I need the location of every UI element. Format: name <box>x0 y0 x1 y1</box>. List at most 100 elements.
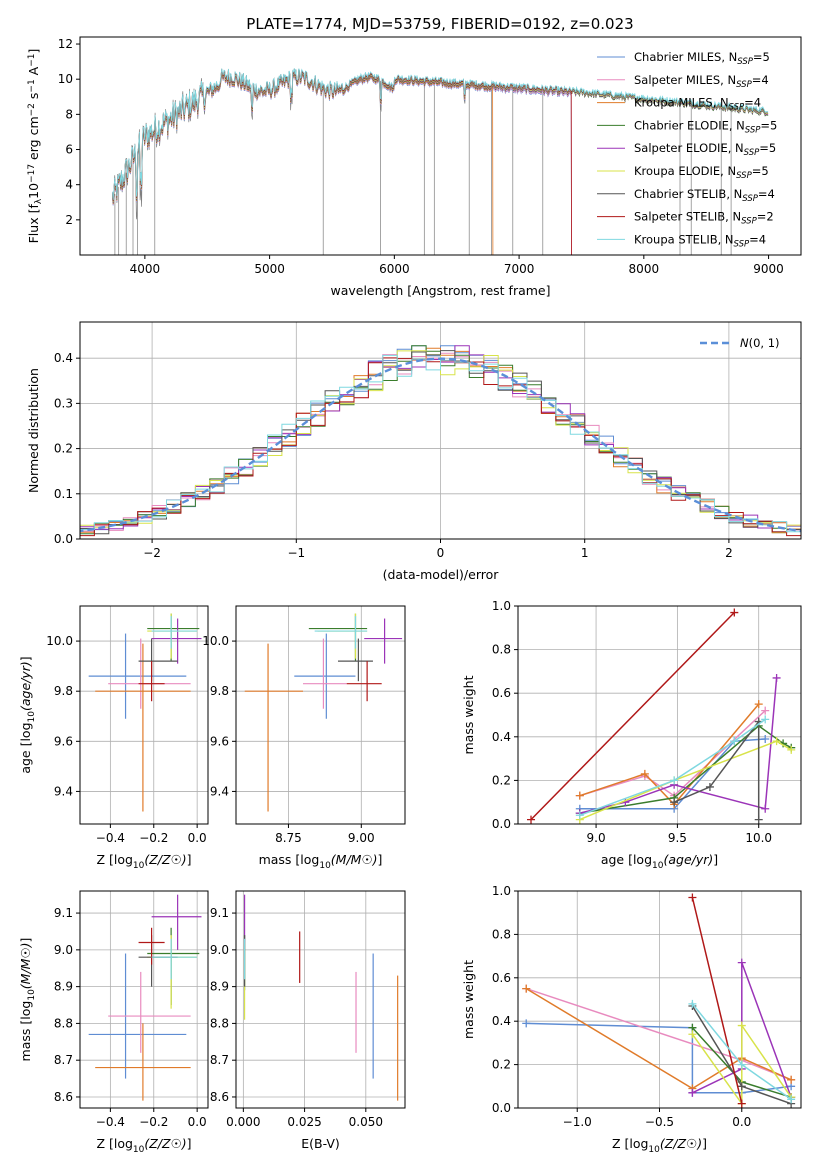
point-kroupa-stelib <box>314 616 368 649</box>
label-part: ] <box>18 938 33 943</box>
y-tick-label: 0.2 <box>492 773 511 787</box>
label-part: ] <box>187 1136 192 1151</box>
series-marker <box>575 791 584 800</box>
series-marker <box>730 737 739 746</box>
x-tick-label: −0.2 <box>139 1115 168 1129</box>
y-tick-label: 8 <box>65 107 73 121</box>
x-tick-label: −1 <box>287 546 305 560</box>
legend-text: Salpeter ELODIE, N <box>634 141 744 155</box>
series-marker <box>705 782 714 791</box>
series-marker <box>787 1075 796 1084</box>
y-tick-label: 0.4 <box>54 351 73 365</box>
series-line <box>579 703 760 806</box>
legend-label: Kroupa ELODIE, NSSP=5 <box>634 164 769 181</box>
series-marker <box>670 776 679 785</box>
y-tick-label: 8.8 <box>210 1016 229 1030</box>
legend-text: Kroupa MILES, N <box>634 96 729 110</box>
series-marker <box>761 734 770 743</box>
label-part: 10 <box>26 183 41 199</box>
label-part: mass [log <box>18 1001 33 1062</box>
y-tick-label: 10.0 <box>202 634 229 648</box>
model-spectrum-salpeter-miles <box>112 73 572 255</box>
point-chabrier-stelib <box>138 638 178 682</box>
label-sub: 10 <box>133 861 145 871</box>
legend-label: Chabrier STELIB, NSSP=4 <box>634 187 775 204</box>
x-tick-label: 0.050 <box>349 1115 383 1129</box>
y-tick-label: 0.0 <box>492 1101 511 1115</box>
label-sub: 10 <box>648 1145 660 1155</box>
label-part: (M/M☉) <box>331 852 378 867</box>
series-marker <box>761 804 770 813</box>
label-part: (Z/Z☉) <box>660 1136 702 1151</box>
label-part: Z [log <box>612 1136 648 1151</box>
legend-tail: =4 <box>752 73 769 87</box>
label-part: −17 <box>27 164 37 183</box>
label-part: erg cm <box>26 116 41 164</box>
series-chabrier-elodie <box>575 721 796 818</box>
label-part: (M/M☉) <box>18 942 33 989</box>
y-tick-label: 10.0 <box>46 634 73 648</box>
legend-text: Chabrier MILES, N <box>634 50 737 64</box>
series-line <box>579 718 766 817</box>
point-chabrier-miles <box>294 633 356 719</box>
y-tick-label: 12 <box>58 37 73 51</box>
y-tick-label: 0.8 <box>492 927 511 941</box>
y-tick-label: 9.1 <box>210 906 229 920</box>
x-tick-label: 0 <box>437 546 445 560</box>
plot-area <box>88 894 202 1101</box>
axis-label: age [log10(age/yr)] <box>601 852 718 871</box>
point-salpeter-miles <box>108 638 191 709</box>
series-marker <box>522 1019 531 1028</box>
x-tick-label: −0.4 <box>96 831 125 845</box>
series-marker <box>688 999 697 1008</box>
y-tick-label: 2 <box>65 213 73 227</box>
y-tick-label: 0.4 <box>492 730 511 744</box>
label-sub: 10 <box>133 1145 145 1155</box>
panel-mass-vs-e-b-v-: 0.000 0.025 0.050 8.6 8.7 8.8 8.9 9.0 9.1 E(B-V) <box>210 890 406 1151</box>
legend-sub: SSP <box>736 80 752 90</box>
series-line <box>530 611 735 821</box>
y-tick-label: 0.0 <box>492 817 511 831</box>
label-sub: 10 <box>319 861 331 871</box>
label-sub: 10 <box>27 711 37 723</box>
plot-area <box>80 345 801 538</box>
axis-label: mass weight <box>461 960 476 1039</box>
model-spectrum-kroupa-miles <box>112 72 494 255</box>
label-sub: 10 <box>27 989 37 1001</box>
y-tick-label: 9.4 <box>54 784 73 798</box>
axis-label: Z [log10(Z/Z☉)] <box>96 852 191 871</box>
x-tick-label: −0.2 <box>139 831 168 845</box>
x-tick-label: −1.0 <box>563 1115 592 1129</box>
y-tick-label: 9.8 <box>54 684 73 698</box>
series-line <box>673 719 760 820</box>
y-tick-label: 9.8 <box>210 684 229 698</box>
legend-label: Kroupa STELIB, NSSP=4 <box>634 232 766 249</box>
x-tick-label: 9.5 <box>668 831 687 845</box>
panel-spectrum: 4000 5000 6000 7000 8000 9000 2 4 6 8 10 12 Chabrier… <box>26 36 802 298</box>
y-tick-label: 8.7 <box>210 1053 229 1067</box>
series-marker <box>688 1088 697 1097</box>
point-kroupa-miles <box>95 643 191 812</box>
x-tick-label: 6000 <box>379 262 410 276</box>
y-tick-label: 1.0 <box>492 599 511 613</box>
x-tick-label: 2 <box>725 546 733 560</box>
legend-label: Salpeter ELODIE, NSSP=5 <box>634 141 776 158</box>
series-marker <box>754 815 763 824</box>
x-tick-label: −0.4 <box>96 1115 125 1129</box>
point-kroupa-elodie <box>147 613 198 659</box>
series-marker <box>787 1095 796 1104</box>
legend-sub: SSP <box>741 217 757 227</box>
legend-text: N <box>740 336 749 350</box>
series-chabrier-miles <box>575 734 770 813</box>
legend-tail: =5 <box>752 164 769 178</box>
legend-label: N(0, 1) <box>740 336 780 350</box>
axis-label: mass [log10(M/M☉)] <box>18 938 37 1062</box>
legend-sub: SSP <box>737 57 753 67</box>
label-part: age [log <box>601 852 652 867</box>
axis-label: wavelength [Angstrom, rest frame] <box>330 283 550 298</box>
series-line <box>692 962 792 1098</box>
series-kroupa-stelib <box>575 715 770 820</box>
point-chabrier-miles <box>88 633 187 719</box>
model-spectrum-chabrier-miles <box>112 73 572 255</box>
legend-sub: SSP <box>745 125 761 135</box>
